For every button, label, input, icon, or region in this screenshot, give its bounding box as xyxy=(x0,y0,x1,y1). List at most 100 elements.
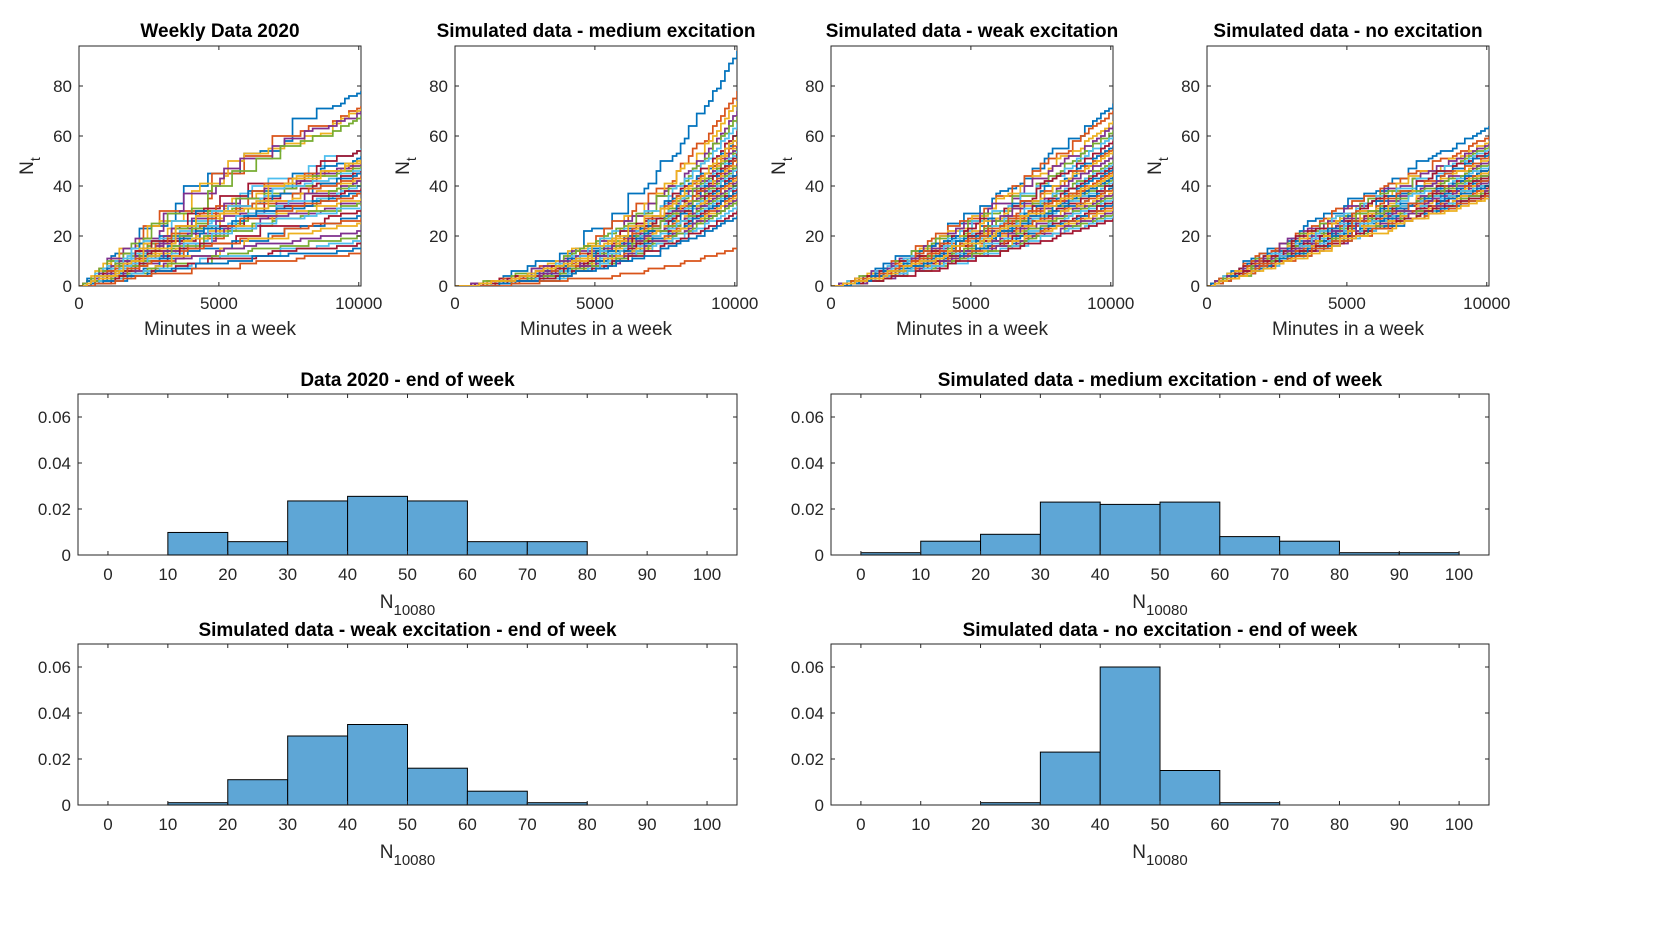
chart-title: Simulated data - medium excitation - end… xyxy=(938,370,1383,391)
y-tick-label: 20 xyxy=(1181,227,1200,246)
y-tick-label: 0 xyxy=(62,546,71,565)
x-tick-label: 100 xyxy=(693,815,721,834)
histogram-4: 0 10 20 30 40 50 60 70 80 90 100 0 0.02 0.04 0.06 Simul… xyxy=(791,620,1490,869)
x-tick-label: 0 xyxy=(74,294,83,313)
y-tick-label: 60 xyxy=(53,127,72,146)
x-tick-label: 5000 xyxy=(1328,294,1366,313)
x-tick-label: 20 xyxy=(218,815,237,834)
series-line-1 xyxy=(831,103,1113,286)
histogram-bar xyxy=(347,724,409,806)
histogram-3: 0 10 20 30 40 50 60 70 80 90 100 0 0.02 0.04 0.06 Simul… xyxy=(38,620,738,869)
chart-title: Simulated data - no excitation - end of … xyxy=(963,620,1358,641)
y-axis-label-main: N xyxy=(1145,161,1166,175)
y-axis-label: Nt xyxy=(393,157,419,175)
series-line-1 xyxy=(455,51,737,286)
x-tick-label: 0 xyxy=(856,815,865,834)
y-axis-label-sub: t xyxy=(27,157,43,161)
histogram-bar xyxy=(287,735,349,806)
series-group xyxy=(455,51,737,286)
x-tick-label: 80 xyxy=(578,815,597,834)
chart-title: Data 2020 - end of week xyxy=(300,370,515,391)
y-tick-label: 0.02 xyxy=(38,500,71,519)
x-tick-label: 40 xyxy=(338,565,357,584)
x-axis-label-main: N xyxy=(380,842,394,863)
series-group xyxy=(1207,126,1489,286)
histogram-bar xyxy=(1159,501,1221,556)
x-tick-label: 80 xyxy=(578,565,597,584)
x-tick-label: 10000 xyxy=(1087,294,1134,313)
x-axis-label-main: N xyxy=(1132,842,1146,863)
histogram-bar xyxy=(227,541,289,556)
line-chart-1: 0 5000 10000 0 20 40 60 80 Weekly Data 2020 Minut… xyxy=(17,21,382,340)
y-tick-label: 0.04 xyxy=(791,704,824,723)
x-axis-label: N10080 xyxy=(1132,592,1187,619)
x-tick-label: 100 xyxy=(1445,565,1473,584)
x-tick-label: 10 xyxy=(158,815,177,834)
histogram-bar xyxy=(1219,802,1281,806)
x-tick-label: 40 xyxy=(1091,815,1110,834)
x-axis-label-sub: 10080 xyxy=(394,602,436,619)
y-tick-label: 0 xyxy=(1191,277,1200,296)
histogram-bar xyxy=(980,802,1041,806)
y-axis-label-sub: t xyxy=(403,157,419,161)
y-tick-label: 0.02 xyxy=(38,750,71,769)
x-tick-label: 0 xyxy=(826,294,835,313)
chart-title: Simulated data - medium excitation xyxy=(437,21,756,42)
x-tick-label: 90 xyxy=(1390,565,1409,584)
chart-title: Simulated data - no excitation xyxy=(1213,21,1482,42)
histogram-bar xyxy=(167,802,229,806)
series-line-27 xyxy=(79,206,361,286)
x-tick-label: 100 xyxy=(1445,815,1473,834)
y-tick-label: 60 xyxy=(805,127,824,146)
x-tick-label: 40 xyxy=(338,815,357,834)
series-line-35 xyxy=(79,242,361,286)
x-axis-label-sub: 10080 xyxy=(394,852,436,869)
histogram-bar xyxy=(1279,540,1340,556)
x-tick-label: 0 xyxy=(103,565,112,584)
x-tick-label: 20 xyxy=(971,565,990,584)
histogram-bar xyxy=(287,500,349,556)
x-tick-label: 5000 xyxy=(576,294,614,313)
y-tick-label: 40 xyxy=(53,177,72,196)
histogram-bar xyxy=(526,541,588,556)
x-tick-label: 70 xyxy=(518,815,537,834)
histogram-bar xyxy=(920,540,982,556)
y-tick-label: 60 xyxy=(1181,127,1200,146)
y-tick-label: 20 xyxy=(805,227,824,246)
histogram-bar xyxy=(980,533,1041,556)
x-tick-label: 80 xyxy=(1330,565,1349,584)
chart-title: Simulated data - weak excitation xyxy=(826,21,1118,42)
histogram-bar xyxy=(1338,552,1400,556)
x-tick-label: 70 xyxy=(518,565,537,584)
x-tick-label: 40 xyxy=(1091,565,1110,584)
x-tick-label: 0 xyxy=(856,565,865,584)
histogram-2: 0 10 20 30 40 50 60 70 80 90 100 0 0.02 0.04 0.06 Simul… xyxy=(791,370,1490,619)
y-axis-label-sub: t xyxy=(1155,157,1171,161)
y-axis-label: Nt xyxy=(17,157,43,175)
y-axis-label-sub: t xyxy=(779,157,795,161)
x-tick-label: 50 xyxy=(1151,565,1170,584)
x-tick-label: 0 xyxy=(450,294,459,313)
histogram-bar xyxy=(1398,552,1460,556)
x-tick-label: 0 xyxy=(103,815,112,834)
x-axis-label-main: N xyxy=(380,592,394,613)
y-tick-label: 0.04 xyxy=(791,454,824,473)
line-chart-4: 0 5000 10000 0 20 40 60 80 Simulated data - no e… xyxy=(1145,21,1510,340)
x-tick-label: 10000 xyxy=(1463,294,1510,313)
x-tick-label: 90 xyxy=(1390,815,1409,834)
x-axis-label: Minutes in a week xyxy=(520,319,673,340)
x-axis-label: N10080 xyxy=(1132,842,1187,869)
x-tick-label: 50 xyxy=(1151,815,1170,834)
x-tick-label: 50 xyxy=(398,565,417,584)
histogram-bar xyxy=(1039,501,1101,556)
y-tick-label: 80 xyxy=(53,77,72,96)
plot-area xyxy=(454,45,738,287)
x-axis-label-sub: 10080 xyxy=(1146,852,1188,869)
y-tick-label: 20 xyxy=(53,227,72,246)
x-axis-label: N10080 xyxy=(380,592,435,619)
x-axis-label: Minutes in a week xyxy=(896,319,1049,340)
y-tick-label: 0.06 xyxy=(791,658,824,677)
x-tick-label: 60 xyxy=(458,815,477,834)
